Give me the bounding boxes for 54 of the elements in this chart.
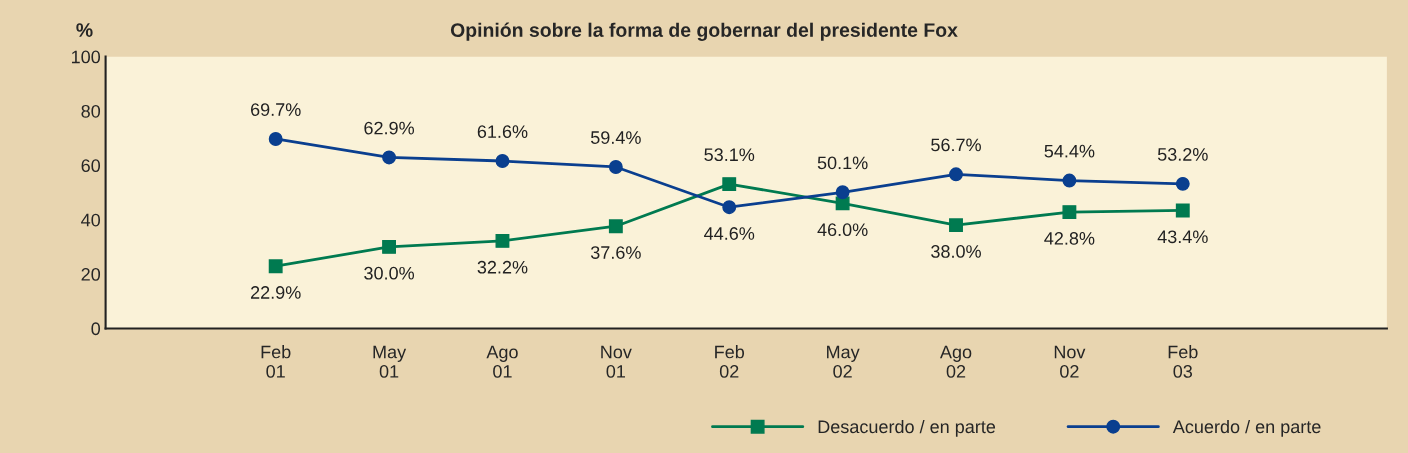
- y-axis-title: %: [76, 23, 93, 37]
- point: [382, 239, 397, 254]
- chart-title: Opinión sobre la forma de gobernar del presidente Fox: [450, 22, 958, 41]
- data-label: 54.4%: [1044, 144, 1095, 158]
- x-tick-label: Feb 03: [1168, 345, 1198, 378]
- x-tick-label: Ago 01: [486, 345, 518, 378]
- point: [835, 185, 850, 200]
- point: [268, 132, 283, 146]
- point: [949, 218, 963, 233]
- y-tick-label: 100: [71, 50, 101, 64]
- x-tick-label: Feb 02: [715, 345, 745, 378]
- y-tick-label: 80: [81, 104, 101, 118]
- data-label: 44.6%: [704, 227, 755, 240]
- data-label: 56.7%: [931, 138, 981, 152]
- data-label: 43.4%: [1157, 230, 1208, 244]
- x-tick-label: Feb 01: [261, 345, 291, 378]
- point: [495, 154, 510, 168]
- data-label: 59.4%: [590, 131, 641, 144]
- x-tick-label: Nov 02: [1054, 345, 1086, 378]
- x-tick-label: May 02: [827, 345, 860, 378]
- point: [1175, 176, 1190, 191]
- data-label: 42.8%: [1044, 232, 1095, 245]
- data-label: 38.0%: [931, 245, 981, 258]
- point: [1175, 203, 1190, 218]
- point: [608, 219, 623, 234]
- data-label: 69.7%: [251, 103, 301, 116]
- y-tick-label: 20: [81, 268, 101, 281]
- point: [608, 160, 623, 174]
- data-label: 50.1%: [817, 156, 868, 170]
- legend-label: Acuerdo / en parte: [1172, 419, 1321, 437]
- data-label: 62.9%: [364, 121, 415, 135]
- point: [1062, 205, 1077, 220]
- point: [1062, 173, 1077, 188]
- legend-label: Desacuerdo / en parte: [818, 419, 996, 437]
- data-label: 30.0%: [364, 266, 415, 280]
- point: [722, 200, 737, 215]
- point: [268, 259, 283, 274]
- data-label: 61.6%: [477, 125, 528, 138]
- data-label: 22.9%: [250, 286, 301, 299]
- point: [382, 150, 397, 165]
- x-tick-label: May 01: [373, 345, 407, 378]
- point: [495, 233, 510, 248]
- x-tick-label: Ago 02: [939, 345, 972, 378]
- data-label: 53.2%: [1157, 148, 1208, 161]
- y-tick-label: 40: [81, 213, 101, 227]
- data-label: 46.0%: [817, 223, 868, 237]
- point: [722, 177, 737, 192]
- x-tick-label: Nov 01: [601, 345, 632, 378]
- data-label: 53.1%: [704, 148, 755, 162]
- data-label: 37.6%: [590, 246, 641, 259]
- data-label: 32.2%: [477, 260, 528, 274]
- y-tick-label: 60: [81, 159, 101, 173]
- y-tick-label: 0: [91, 322, 101, 336]
- point: [949, 167, 963, 182]
